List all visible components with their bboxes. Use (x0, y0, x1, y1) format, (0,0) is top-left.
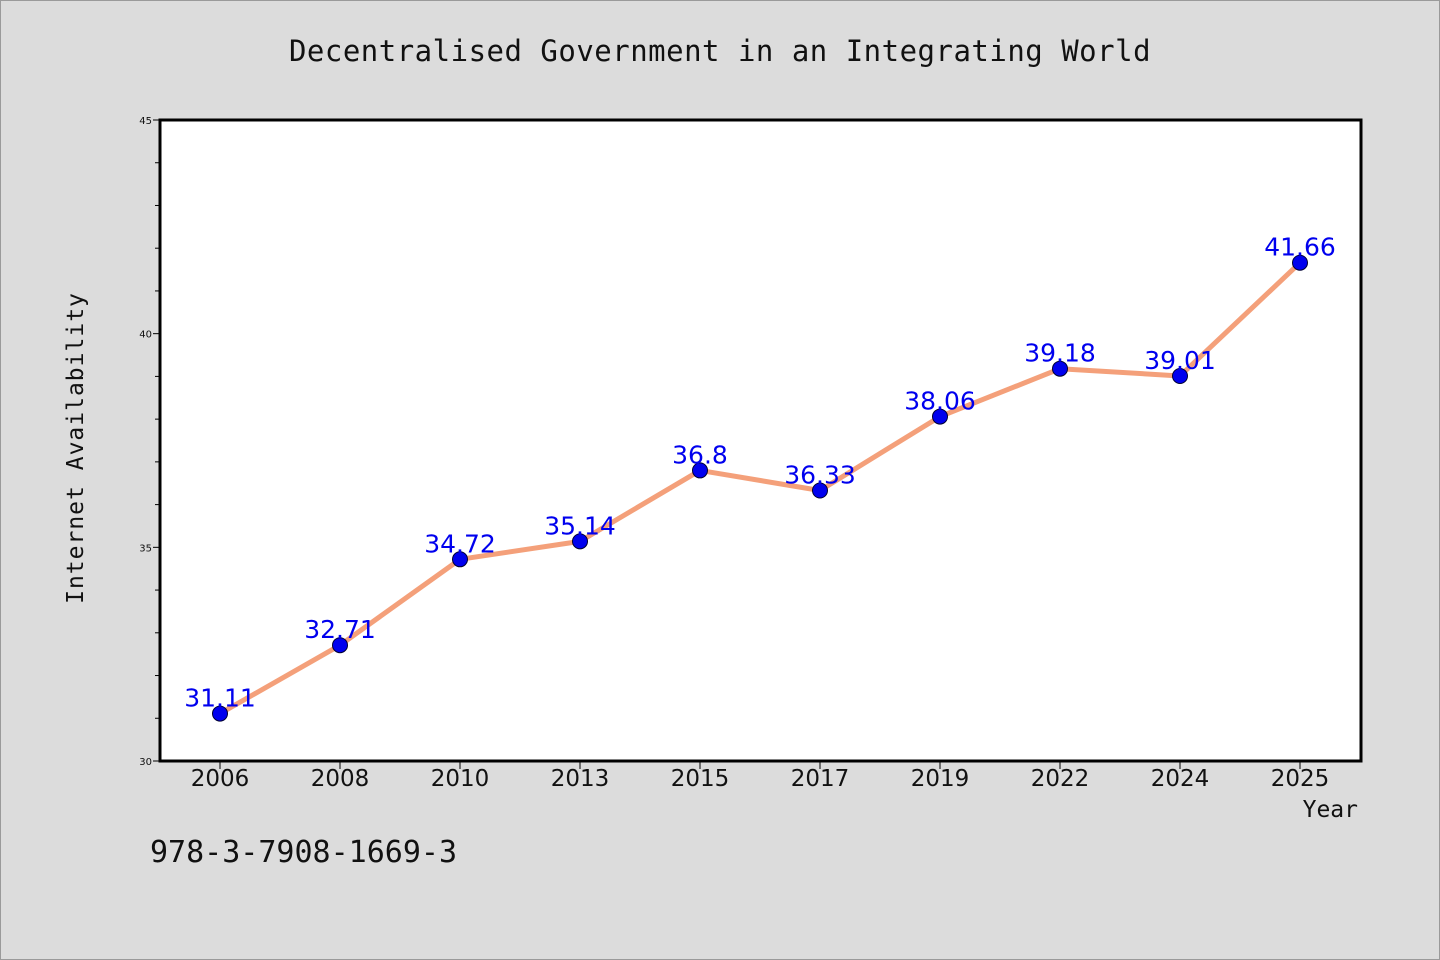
x-tick-label: 2017 (791, 766, 850, 792)
chart-title: Decentralised Government in an Integrati… (288, 34, 1152, 68)
data-label: 32.71 (304, 615, 376, 644)
data-labels: 31.11 32.71 34.72 35.14 36.8 36.33 38.06 39.18 3… (184, 233, 1336, 713)
x-tick-label: 2024 (1151, 766, 1210, 792)
x-tick-label: 2006 (191, 766, 250, 792)
y-axis: 30 35 40 45 (139, 116, 160, 768)
data-label: 36.8 (672, 440, 728, 469)
y-tick-label: 45 (139, 116, 152, 127)
x-tick-label: 2013 (551, 766, 610, 792)
x-tick-label: 2010 (431, 766, 490, 792)
data-label: 39.18 (1024, 339, 1096, 368)
data-label: 34.72 (424, 529, 496, 558)
x-axis: 2006 2008 2010 2013 2015 2017 2019 2022 2024 2025 (191, 761, 1330, 792)
isbn-text: 978-3-7908-1669-3 (150, 835, 458, 870)
x-tick-label: 2019 (911, 766, 970, 792)
x-axis-title: Year (1302, 797, 1358, 823)
x-tick-label: 2022 (1031, 766, 1090, 792)
data-point (212, 705, 228, 722)
data-label: 35.14 (544, 511, 616, 540)
y-tick-label: 30 (139, 757, 152, 768)
data-point (572, 533, 588, 550)
x-tick-label: 2025 (1271, 766, 1330, 792)
data-point (1172, 367, 1188, 384)
plot-area (158, 118, 1363, 763)
data-point (932, 408, 948, 425)
data-point (1292, 254, 1308, 271)
data-label: 39.01 (1144, 346, 1216, 375)
data-label: 38.06 (904, 387, 976, 416)
x-tick-label: 2008 (311, 766, 370, 792)
series-line (217, 260, 1303, 717)
data-points (212, 254, 1308, 722)
data-label: 41.66 (1264, 233, 1336, 262)
data-label: 31.11 (184, 684, 256, 713)
data-point (332, 637, 348, 654)
y-tick-label: 35 (139, 543, 152, 554)
data-point (1052, 360, 1068, 377)
data-point (812, 482, 828, 499)
y-tick-label: 40 (139, 330, 152, 341)
data-label: 36.33 (784, 460, 856, 489)
x-tick-label: 2015 (671, 766, 730, 792)
data-point (452, 551, 468, 568)
data-point (692, 462, 708, 479)
